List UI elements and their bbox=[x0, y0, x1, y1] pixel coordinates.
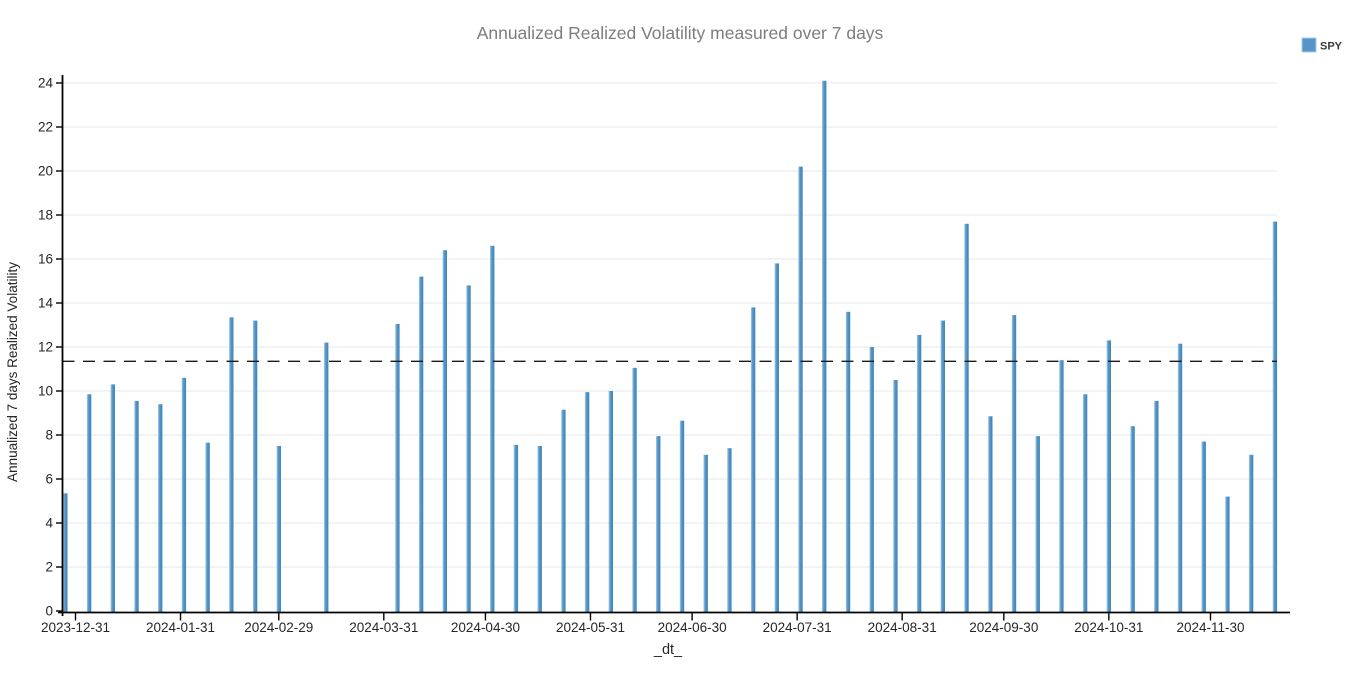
bar-2024-05-02 bbox=[490, 245, 495, 613]
bar-2023-12-28 bbox=[63, 493, 68, 612]
y-tick-label-16: 16 bbox=[38, 252, 53, 267]
bar-2024-06-27 bbox=[679, 420, 685, 612]
bar-2024-09-12 bbox=[940, 320, 945, 612]
x-tick-label-2024-06-30: 2024-06-30 bbox=[658, 620, 727, 635]
bar-2024-06-20 bbox=[656, 436, 661, 612]
bar-2024-10-17 bbox=[1059, 360, 1064, 612]
x-tick-label-2023-12-31: 2023-12-31 bbox=[41, 620, 110, 635]
bar-2024-01-11 bbox=[110, 384, 115, 612]
x-tick-label-2024-05-31: 2024-05-31 bbox=[556, 620, 625, 635]
bar-2024-02-01 bbox=[181, 377, 187, 612]
bar-2024-05-09 bbox=[513, 444, 519, 612]
bar-2024-05-30 bbox=[584, 392, 590, 612]
y-tick-label-10: 10 bbox=[38, 384, 53, 399]
bar-2024-05-16 bbox=[537, 446, 542, 612]
y-tick-label-20: 20 bbox=[38, 164, 53, 179]
bar-2024-01-18 bbox=[134, 400, 139, 612]
bar-2024-08-29 bbox=[893, 380, 898, 612]
bar-2024-07-25 bbox=[774, 263, 779, 612]
axes bbox=[56, 75, 1290, 621]
y-tick-label-0: 0 bbox=[45, 604, 53, 619]
bar-2024-08-22 bbox=[869, 347, 874, 612]
chart-title: Annualized Realized Volatility measured … bbox=[477, 23, 884, 43]
bar-2024-02-29 bbox=[276, 446, 281, 612]
bar-2024-11-07 bbox=[1130, 426, 1135, 612]
y-tick-label-14: 14 bbox=[38, 296, 54, 311]
x-tick-label-2024-08-31: 2024-08-31 bbox=[868, 620, 937, 635]
bar-2024-04-18 bbox=[442, 250, 447, 612]
bar-2024-04-25 bbox=[466, 285, 471, 612]
bar-2024-03-14 bbox=[324, 342, 329, 612]
x-tick-label-2024-01-31: 2024-01-31 bbox=[146, 620, 215, 635]
bar-2024-05-23 bbox=[561, 409, 566, 612]
x-tick-label-2024-04-30: 2024-04-30 bbox=[451, 620, 520, 635]
bar-2024-07-18 bbox=[750, 307, 756, 612]
y-tick-label-6: 6 bbox=[45, 472, 53, 487]
y-tick-label-18: 18 bbox=[38, 208, 53, 223]
bar-series-spy bbox=[63, 80, 1278, 613]
gridlines bbox=[62, 82, 1277, 568]
bar-2024-11-14 bbox=[1154, 400, 1159, 612]
x-tick-label-2024-03-31: 2024-03-31 bbox=[349, 620, 418, 635]
legend-label-spy: SPY bbox=[1320, 41, 1343, 53]
bar-2024-10-31 bbox=[1106, 340, 1111, 612]
legend: SPY bbox=[1301, 37, 1343, 53]
bar-2024-02-08 bbox=[205, 442, 210, 612]
bar-2024-12-05 bbox=[1225, 496, 1230, 612]
bar-2024-09-05 bbox=[916, 334, 922, 612]
x-tick-label-2024-07-31: 2024-07-31 bbox=[763, 620, 832, 635]
y-tick-label-2: 2 bbox=[45, 560, 53, 575]
y-tick-label-22: 22 bbox=[38, 120, 53, 135]
bar-2024-02-22 bbox=[252, 320, 258, 612]
y-tick-label-8: 8 bbox=[45, 428, 53, 443]
y-tick-label-4: 4 bbox=[45, 516, 53, 531]
x-tick-label-2024-11-30: 2024-11-30 bbox=[1176, 620, 1244, 635]
x-axis-label: _dt_ bbox=[653, 642, 683, 658]
bar-2024-04-04 bbox=[395, 323, 400, 612]
bar-2024-02-15 bbox=[229, 317, 234, 612]
x-tick-label-2024-09-30: 2024-09-30 bbox=[969, 620, 1038, 635]
bar-2024-07-11 bbox=[727, 448, 732, 612]
bar-2024-08-01 bbox=[798, 166, 803, 612]
legend-swatch-spy bbox=[1301, 37, 1317, 53]
x-tick-label-2024-02-29: 2024-02-29 bbox=[244, 620, 313, 635]
y-tick-label-24: 24 bbox=[38, 76, 54, 91]
bar-2024-06-06 bbox=[608, 391, 613, 612]
bar-2024-06-13 bbox=[632, 367, 637, 612]
bar-2024-08-08 bbox=[822, 80, 827, 613]
y-tick-label-12: 12 bbox=[38, 340, 53, 355]
bar-2024-12-12 bbox=[1248, 454, 1254, 612]
bar-2024-10-03 bbox=[1011, 315, 1017, 612]
bar-2024-09-19 bbox=[964, 223, 969, 613]
bar-2024-09-26 bbox=[988, 416, 993, 612]
bar-2024-07-04 bbox=[703, 454, 708, 612]
bar-2024-01-04 bbox=[86, 394, 92, 612]
x-tick-label-2024-10-31: 2024-10-31 bbox=[1074, 620, 1143, 635]
bar-2024-11-21 bbox=[1177, 343, 1183, 612]
bar-2024-08-15 bbox=[845, 311, 851, 612]
bar-2024-10-24 bbox=[1082, 394, 1088, 612]
bar-2024-10-10 bbox=[1035, 436, 1040, 612]
bar-2024-01-25 bbox=[158, 404, 163, 612]
bar-2024-12-19 bbox=[1272, 221, 1278, 612]
bar-2024-11-28 bbox=[1201, 441, 1206, 612]
y-axis-label: Annualized 7 days Realized Volatility bbox=[5, 262, 20, 482]
bar-2024-04-11 bbox=[418, 276, 424, 612]
